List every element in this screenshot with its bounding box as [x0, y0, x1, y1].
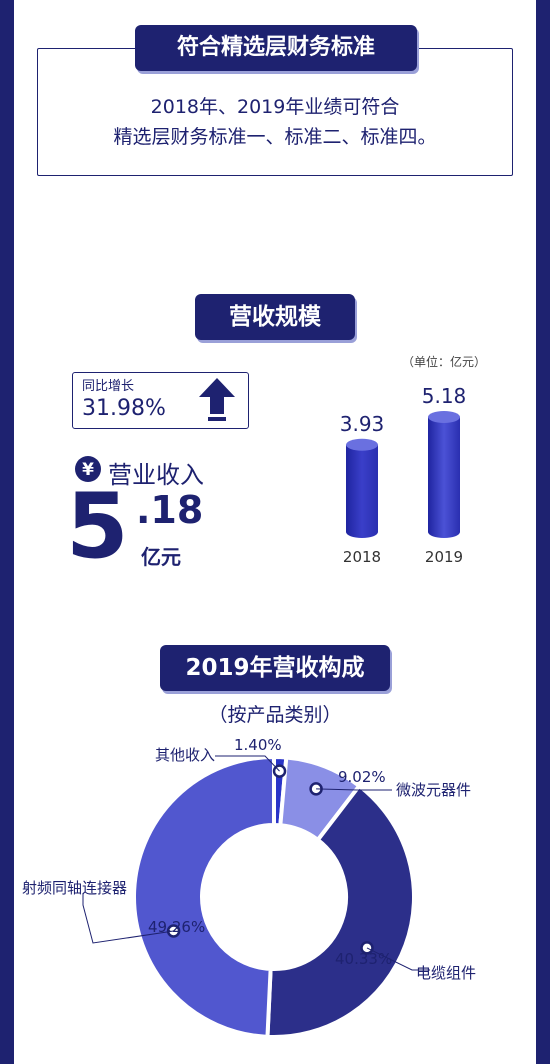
donut-category-label: 其他收入	[155, 746, 215, 764]
revenue-value-unit: 亿元	[141, 545, 181, 569]
bar-value-label: 3.93	[340, 412, 385, 436]
donut-value-label: 49.26%	[148, 918, 205, 936]
right-border-bar	[536, 0, 550, 1064]
donut-value-label: 1.40%	[234, 736, 282, 754]
standard-line2: 精选层财务标准一、标准二、标准四。	[113, 126, 437, 148]
donut-value-label: 40.33%	[335, 950, 392, 968]
left-border-bar	[0, 0, 14, 1064]
donut-slice-2	[265, 783, 417, 1039]
standard-title: 符合精选层财务标准	[135, 25, 417, 71]
yen-icon: ¥	[75, 456, 101, 482]
revenue-bar-chart: 3.93 2018 5.18 2019	[340, 384, 467, 566]
bar-value-label: 5.18	[422, 384, 467, 408]
donut-slice-3	[131, 754, 276, 1039]
growth-label: 同比增长	[82, 379, 135, 394]
bar-2019	[428, 417, 460, 538]
revenue-donut-chart: 其他收入 1.40% 9.02% 微波元器件 40.33% 电缆组件 49.26% 射频同轴连…	[22, 736, 476, 1039]
donut-category-label: 微波元器件	[396, 781, 471, 799]
revenue-value-int: 5	[66, 474, 129, 579]
composition-subtitle: （按产品类别）	[208, 704, 342, 726]
bar-top-2019	[428, 411, 460, 423]
standard-line1: 2018年、2019年业绩可符合	[150, 96, 400, 118]
standard-text: 2018年、2019年业绩可符合 精选层财务标准一、标准二、标准四。	[37, 92, 513, 152]
bar-category-label: 2018	[343, 548, 381, 566]
revenue-scale-title: 营收规模	[195, 294, 355, 340]
donut-leader-line	[316, 788, 392, 791]
growth-value: 31.98%	[82, 396, 166, 421]
donut-category-label: 电缆组件	[416, 964, 476, 982]
arrow-up-icon	[199, 378, 235, 421]
bar-top-2018	[346, 438, 378, 451]
revenue-label: 营业收入	[108, 461, 204, 489]
donut-value-label: 9.02%	[338, 768, 386, 786]
unit-note: （单位：亿元）	[402, 355, 487, 369]
donut-leader-line	[366, 947, 430, 971]
revenue-value-dec: .18	[136, 488, 204, 532]
bar-category-label: 2019	[425, 548, 463, 566]
growth-box	[72, 372, 249, 429]
bar-2018	[346, 444, 378, 538]
svg-text:¥: ¥	[82, 460, 94, 480]
donut-leader-line	[215, 755, 280, 772]
composition-title: 2019年营收构成	[160, 645, 390, 691]
donut-category-label: 射频同轴连接器	[22, 879, 127, 897]
donut-leader-line	[82, 893, 174, 944]
